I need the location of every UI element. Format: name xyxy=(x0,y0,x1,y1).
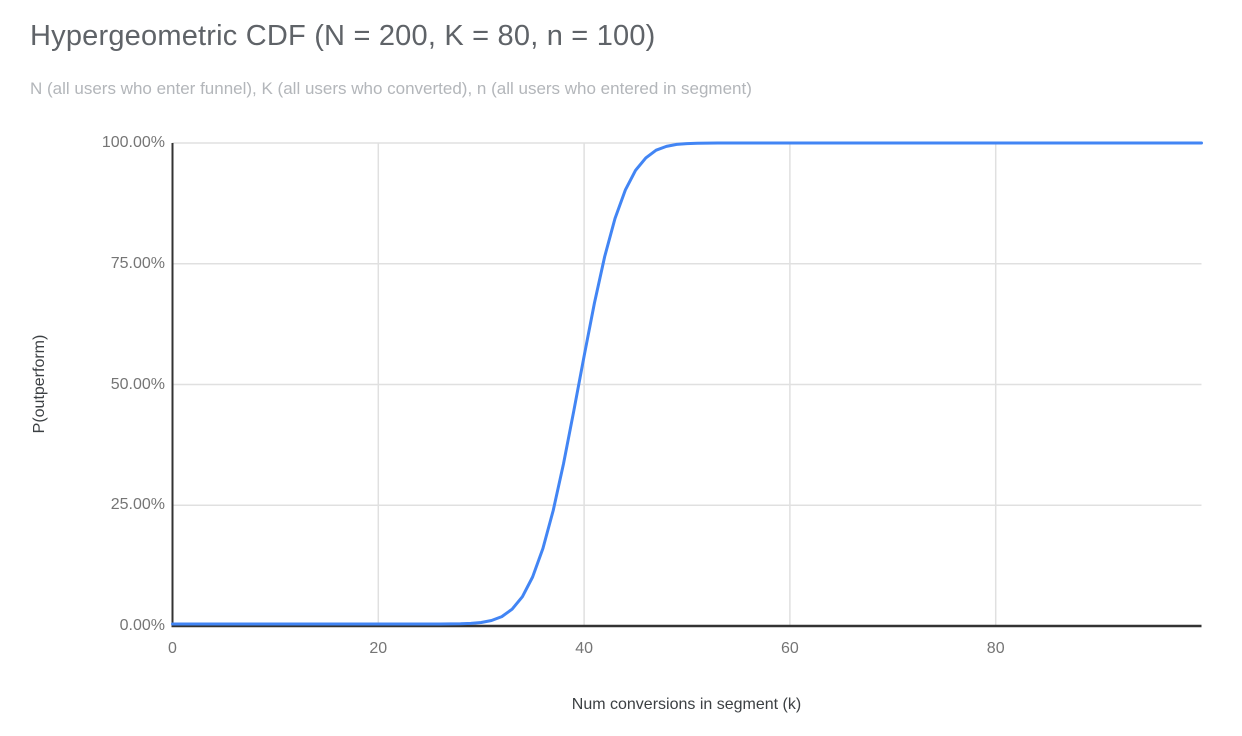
y-tick-label: 25.00% xyxy=(110,496,165,514)
y-tick-label: 0.00% xyxy=(119,617,165,634)
chart-title: Hypergeometric CDF (N = 200, K = 80, n =… xyxy=(30,20,656,52)
x-axis-title: Num conversions in segment (k) xyxy=(571,696,802,713)
x-tick-label: 60 xyxy=(780,640,799,657)
y-axis-title: P(outperform) xyxy=(31,334,48,434)
y-tick-label: 50.00% xyxy=(110,375,165,393)
x-tick-label: 80 xyxy=(986,640,1005,657)
y-tick-label: 100.00% xyxy=(101,134,165,151)
x-tick-label: 20 xyxy=(369,640,388,657)
chart-subtitle: N (all users who enter funnel), K (all u… xyxy=(30,79,752,98)
x-tick-label: 40 xyxy=(575,640,593,657)
x-tick-label: 0 xyxy=(168,640,177,657)
y-tick-label: 75.00% xyxy=(110,254,165,272)
cdf-curve[interactable] xyxy=(171,141,1203,626)
